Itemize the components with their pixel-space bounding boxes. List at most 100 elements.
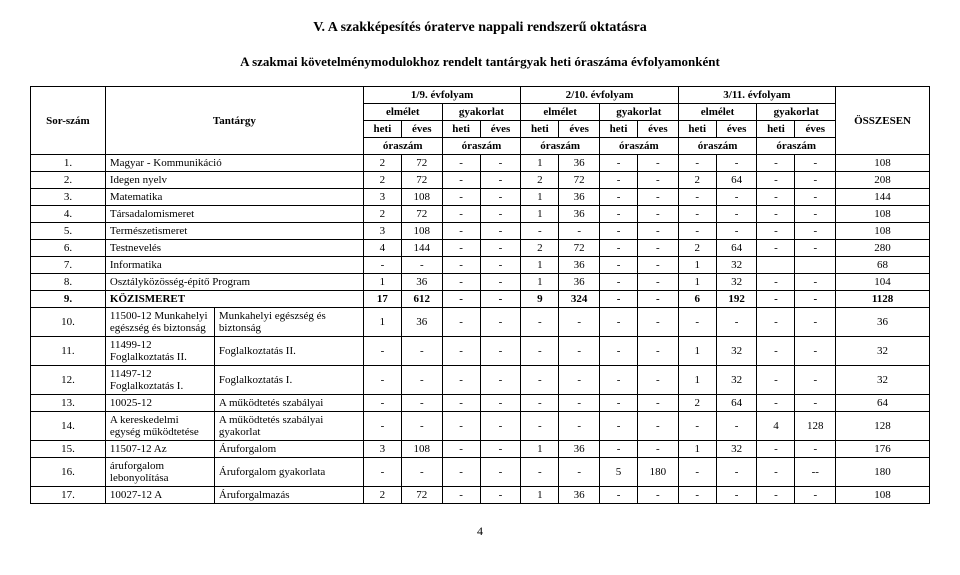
cell-value: -: [401, 458, 442, 487]
cell-value: -: [716, 189, 757, 206]
cell-value: -: [638, 441, 679, 458]
cell-value: -: [638, 412, 679, 441]
cell-value: -: [480, 395, 521, 412]
cell-value: -: [521, 395, 559, 412]
cell-value: -: [442, 155, 480, 172]
row-total: 32: [836, 366, 930, 395]
cell-value: 32: [716, 366, 757, 395]
cell-value: 36: [559, 155, 600, 172]
col-eves: éves: [716, 121, 757, 138]
cell-value: -: [795, 223, 836, 240]
row-number: 3.: [31, 189, 106, 206]
cell-value: 72: [401, 487, 442, 504]
cell-value: -: [363, 257, 401, 274]
cell-value: --: [795, 458, 836, 487]
row-total: 144: [836, 189, 930, 206]
col-oraszam: óraszám: [442, 138, 521, 155]
row-total: 64: [836, 395, 930, 412]
cell-value: -: [401, 412, 442, 441]
subject-name: KÖZISMERET: [105, 291, 363, 308]
row-total: 108: [836, 206, 930, 223]
table-row: 8.Osztályközösség-építő Program136--136-…: [31, 274, 930, 291]
cell-value: -: [401, 337, 442, 366]
cell-value: -: [795, 308, 836, 337]
cell-value: -: [638, 395, 679, 412]
cell-value: -: [401, 257, 442, 274]
subject-name: Társadalomismeret: [105, 206, 363, 223]
cell-value: -: [678, 155, 716, 172]
cell-value: -: [480, 412, 521, 441]
subject-name: A működtetés szabályai gyakorlat: [214, 412, 363, 441]
cell-value: -: [795, 487, 836, 504]
table-row: 9.KÖZISMERET17612--9324--6192--1128: [31, 291, 930, 308]
cell-value: -: [600, 395, 638, 412]
cell-value: -: [757, 337, 795, 366]
cell-value: 1: [363, 274, 401, 291]
cell-value: 6: [678, 291, 716, 308]
cell-value: 128: [795, 412, 836, 441]
cell-value: 64: [716, 395, 757, 412]
cell-value: -: [757, 308, 795, 337]
row-total: 128: [836, 412, 930, 441]
subject-code: 10025-12: [105, 395, 214, 412]
row-number: 1.: [31, 155, 106, 172]
cell-value: 36: [559, 206, 600, 223]
cell-value: -: [480, 366, 521, 395]
cell-value: 32: [716, 274, 757, 291]
cell-value: 9: [521, 291, 559, 308]
cell-value: -: [401, 395, 442, 412]
table-row: 11.11499-12 Foglalkoztatás II.Foglalkozt…: [31, 337, 930, 366]
subject-name: Foglalkoztatás I.: [214, 366, 363, 395]
cell-value: -: [521, 223, 559, 240]
subject-name: Testnevelés: [105, 240, 363, 257]
cell-value: -: [757, 206, 795, 223]
cell-value: 64: [716, 240, 757, 257]
cell-value: -: [600, 274, 638, 291]
cell-value: -: [638, 172, 679, 189]
cell-value: -: [600, 189, 638, 206]
row-number: 11.: [31, 337, 106, 366]
cell-value: -: [757, 395, 795, 412]
col-year3: 3/11. évfolyam: [678, 87, 835, 104]
cell-value: 2: [678, 395, 716, 412]
cell-value: -: [600, 223, 638, 240]
cell-value: -: [521, 366, 559, 395]
subject-name: Idegen nyelv: [105, 172, 363, 189]
cell-value: 3: [363, 223, 401, 240]
col-oraszam: óraszám: [363, 138, 442, 155]
cell-value: -: [795, 395, 836, 412]
cell-value: -: [559, 458, 600, 487]
cell-value: -: [442, 291, 480, 308]
cell-value: 2: [363, 487, 401, 504]
cell-value: -: [757, 274, 795, 291]
col-elmelet: elmélet: [363, 104, 442, 121]
cell-value: -: [442, 206, 480, 223]
subject-name: Áruforgalmazás: [214, 487, 363, 504]
cell-value: -: [480, 257, 521, 274]
cell-value: 36: [401, 274, 442, 291]
subject-code: 11500-12 Munkahelyi egészség és biztonsá…: [105, 308, 214, 337]
cell-value: 1: [521, 155, 559, 172]
cell-value: -: [442, 308, 480, 337]
cell-value: 1: [678, 274, 716, 291]
cell-value: -: [600, 155, 638, 172]
table-row: 3.Matematika3108--136------144: [31, 189, 930, 206]
col-heti: heti: [757, 121, 795, 138]
cell-value: -: [600, 257, 638, 274]
cell-value: 324: [559, 291, 600, 308]
cell-value: -: [600, 240, 638, 257]
row-number: 8.: [31, 274, 106, 291]
subject-name: Informatika: [105, 257, 363, 274]
subject-name: Természetismeret: [105, 223, 363, 240]
cell-value: -: [757, 223, 795, 240]
subject-name: Áruforgalom gyakorlata: [214, 458, 363, 487]
col-elmelet: elmélet: [678, 104, 757, 121]
cell-value: 5: [600, 458, 638, 487]
col-gyakorlat: gyakorlat: [757, 104, 836, 121]
cell-value: -: [480, 223, 521, 240]
col-oraszam: óraszám: [757, 138, 836, 155]
cell-value: -: [480, 441, 521, 458]
col-eves: éves: [638, 121, 679, 138]
cell-value: 612: [401, 291, 442, 308]
cell-value: -: [480, 155, 521, 172]
